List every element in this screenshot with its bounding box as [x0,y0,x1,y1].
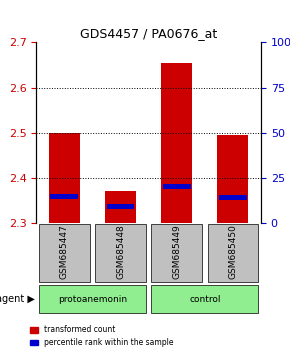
Text: GSM685447: GSM685447 [60,224,69,279]
FancyBboxPatch shape [39,285,146,313]
Bar [49,133,80,223]
Bar [50,194,78,199]
FancyBboxPatch shape [39,224,90,282]
Bar [163,184,191,189]
Bar [219,195,247,200]
Bar [161,63,192,223]
Bar [218,135,248,223]
FancyBboxPatch shape [151,285,258,313]
Legend: transformed count, percentile rank within the sample: transformed count, percentile rank withi… [27,322,176,350]
Text: GSM685448: GSM685448 [116,224,125,279]
FancyBboxPatch shape [151,224,202,282]
Title: GDS4457 / PA0676_at: GDS4457 / PA0676_at [80,27,217,40]
FancyBboxPatch shape [95,224,146,282]
Text: control: control [189,295,221,303]
FancyBboxPatch shape [208,224,258,282]
Text: GSM685449: GSM685449 [172,224,181,279]
Text: GSM685450: GSM685450 [229,224,238,279]
Bar [107,204,135,209]
Text: protoanemonin: protoanemonin [58,295,127,303]
Bar [105,191,136,223]
Text: agent ▶: agent ▶ [0,294,35,304]
